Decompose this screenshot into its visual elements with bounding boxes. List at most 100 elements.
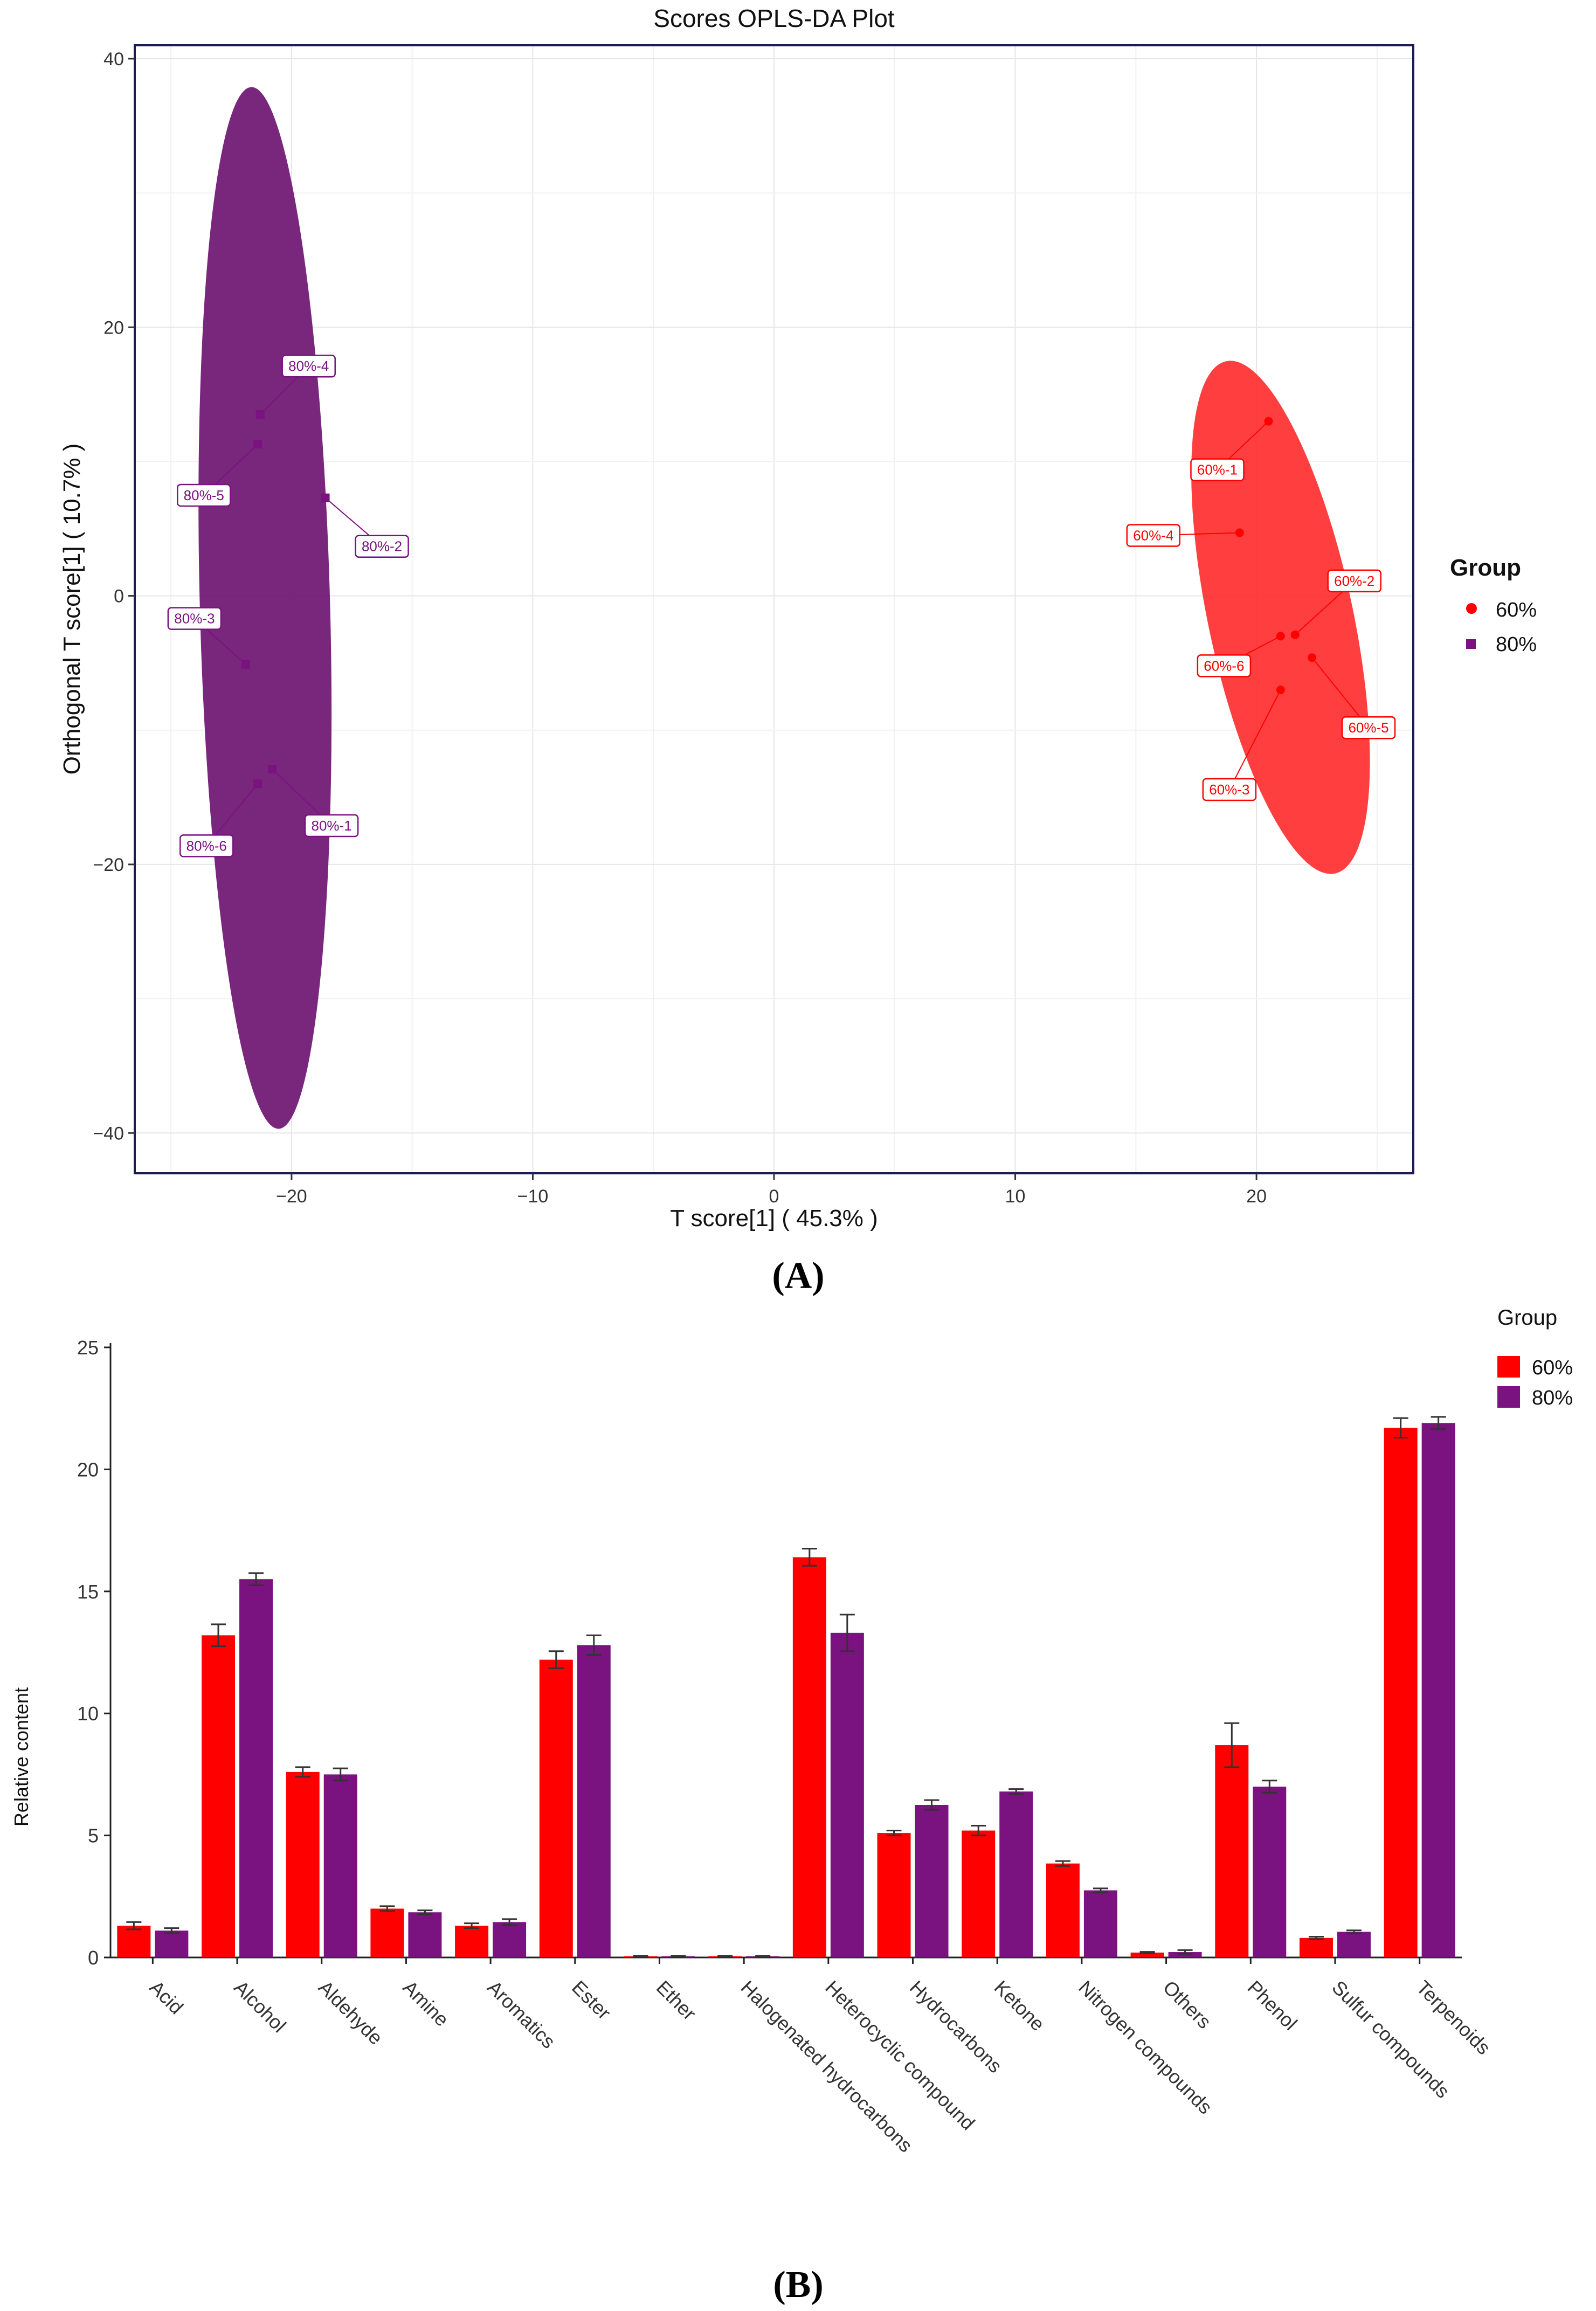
category-label-acid: Acid <box>146 1976 188 2019</box>
bar-80-sulfur-compounds <box>1337 1932 1371 1957</box>
y-tick-label: 20 <box>77 1458 99 1480</box>
category-label-terpenoids: Terpenoids <box>1412 1976 1495 2059</box>
bar-80-nitrogen-compounds <box>1083 1890 1117 1957</box>
point-label-box <box>1197 654 1252 677</box>
label-leader-line <box>1228 689 1281 790</box>
panel-a-points <box>241 410 1317 788</box>
panel-b-bar-chart: 0 5 10 15 20 25 Acid Alcohol Aldehyde Amine Aroma… <box>10 1306 1573 2306</box>
data-point-60%-2 <box>1290 630 1300 639</box>
point-label-box <box>355 535 409 558</box>
panel-a-ellipses <box>198 87 1370 1129</box>
panel-b-bars <box>117 1423 1455 1957</box>
point-label-box <box>1327 569 1381 593</box>
bar-80-aromatics <box>493 1922 527 1957</box>
bar-80-heterocyclic-compound <box>830 1632 864 1957</box>
confidence-ellipse-80 <box>198 87 332 1129</box>
y-tick-label: 40 <box>103 49 124 70</box>
category-label-heterocyclic-compound: Heterocyclic compound <box>821 1976 979 2135</box>
bar-60-phenol <box>1215 1745 1249 1957</box>
point-label-60%-6: 60%-6 <box>1204 658 1244 674</box>
confidence-ellipse-60 <box>1191 361 1370 874</box>
panel-a-legend-label-80: 80% <box>1496 633 1537 656</box>
point-label-box <box>1190 458 1245 481</box>
panel-b-legend-label-80: 80% <box>1532 1387 1573 1409</box>
bar-60-terpenoids <box>1384 1428 1418 1957</box>
category-label-amine: Amine <box>399 1976 453 2031</box>
point-label-box <box>179 834 234 857</box>
bar-60-nitrogen-compounds <box>1046 1863 1080 1957</box>
panel-a-legend-label-60: 60% <box>1496 599 1537 621</box>
panel-a-letter-label: (A) <box>772 1255 824 1297</box>
y-tick-label: 5 <box>88 1825 99 1847</box>
y-tick-label: −20 <box>93 855 124 875</box>
x-tick-label: 10 <box>1005 1186 1026 1207</box>
y-tick-label: −40 <box>93 1123 124 1144</box>
panel-a-x-axis-label: T score[1] ( 45.3% ) <box>670 1205 878 1231</box>
y-tick-label: 0 <box>88 1947 99 1969</box>
bar-60-sulfur-compounds <box>1299 1938 1333 1957</box>
bar-60-acid <box>117 1926 151 1957</box>
panel-b-legend-swatch-60 <box>1497 1356 1520 1378</box>
data-point-60%-6 <box>1276 632 1285 641</box>
x-tick-label: 20 <box>1246 1186 1267 1207</box>
y-tick-label: 15 <box>77 1581 99 1603</box>
bar-80-ketone <box>999 1791 1033 1957</box>
panel-a-y-axis-label: Orthogonal T score[1] ( 10.7% ) <box>59 444 85 775</box>
y-tick-label: 10 <box>77 1703 99 1725</box>
panel-a-axes: −20 −10 0 10 20 −40 −20 0 20 40 <box>93 49 1267 1207</box>
point-label-80%-3: 80%-3 <box>174 611 215 627</box>
panel-a-scores-plot: Scores OPLS-DA Plot 60%-1 60%-2 60%-3 60%-4… <box>59 4 1537 1297</box>
x-tick-label: −20 <box>276 1186 307 1207</box>
point-label-80%-6: 80%-6 <box>186 838 227 854</box>
panel-a-point-labels: 60%-1 60%-2 60%-3 60%-4 60%-5 60%-6 80%-1 80%-2… <box>167 354 1396 857</box>
category-label-phenol: Phenol <box>1243 1976 1302 2035</box>
bar-80-hydrocarbons <box>915 1805 949 1957</box>
panel-b-legend: Group 60% 80% <box>1497 1306 1573 1409</box>
panel-b-legend-label-60: 60% <box>1532 1357 1573 1379</box>
point-label-box <box>1341 716 1396 739</box>
bar-60-alcohol <box>202 1635 236 1957</box>
point-label-80%-2: 80%-2 <box>362 538 402 555</box>
panel-a-title: Scores OPLS-DA Plot <box>653 4 895 32</box>
point-label-60%-3: 60%-3 <box>1209 781 1249 798</box>
bar-80-amine <box>408 1912 442 1957</box>
data-point-80%-4 <box>255 410 265 419</box>
bar-80-aldehyde <box>323 1774 357 1957</box>
category-label-ester: Ester <box>568 1976 615 2024</box>
point-label-80%-4: 80%-4 <box>288 358 329 374</box>
point-label-80%-5: 80%-5 <box>184 487 224 503</box>
data-point-80%-6 <box>253 779 262 788</box>
y-tick-label: 0 <box>114 586 124 607</box>
data-point-80%-2 <box>321 493 330 502</box>
bar-60-hydrocarbons <box>877 1833 911 1957</box>
point-label-box <box>176 483 231 507</box>
data-point-60%-5 <box>1308 653 1317 662</box>
panel-a-legend-title: Group <box>1450 555 1521 581</box>
point-label-60%-5: 60%-5 <box>1348 719 1388 736</box>
bar-80-alcohol <box>239 1579 273 1957</box>
point-label-60%-1: 60%-1 <box>1197 462 1238 478</box>
bar-60-ester <box>539 1659 573 1957</box>
category-label-alcohol: Alcohol <box>230 1976 290 2037</box>
panel-b-y-axis-label: Relative content <box>10 1687 32 1826</box>
x-tick-label: 0 <box>769 1186 779 1207</box>
bar-60-aldehyde <box>286 1772 320 1957</box>
panel-b-category-labels: Acid Alcohol Aldehyde Amine Aromatics Ester Et… <box>146 1976 1495 2157</box>
bar-80-terpenoids <box>1421 1423 1455 1957</box>
x-tick-label: −10 <box>517 1186 549 1207</box>
category-label-aromatics: Aromatics <box>483 1976 559 2053</box>
data-point-60%-3 <box>1276 686 1285 694</box>
category-label-others: Others <box>1159 1976 1215 2033</box>
data-point-80%-5 <box>253 440 262 449</box>
panel-a-legend-marker-80 <box>1466 639 1476 649</box>
y-tick-label: 20 <box>103 317 124 338</box>
bar-60-ketone <box>962 1830 996 1957</box>
panel-b-legend-title: Group <box>1497 1306 1557 1330</box>
point-label-80%-1: 80%-1 <box>312 818 352 834</box>
panel-a-legend: Group 60% 80% <box>1450 555 1537 656</box>
category-label-aldehyde: Aldehyde <box>314 1976 387 2049</box>
point-label-box <box>281 354 336 378</box>
data-point-60%-4 <box>1235 528 1244 537</box>
data-point-80%-3 <box>241 660 250 669</box>
